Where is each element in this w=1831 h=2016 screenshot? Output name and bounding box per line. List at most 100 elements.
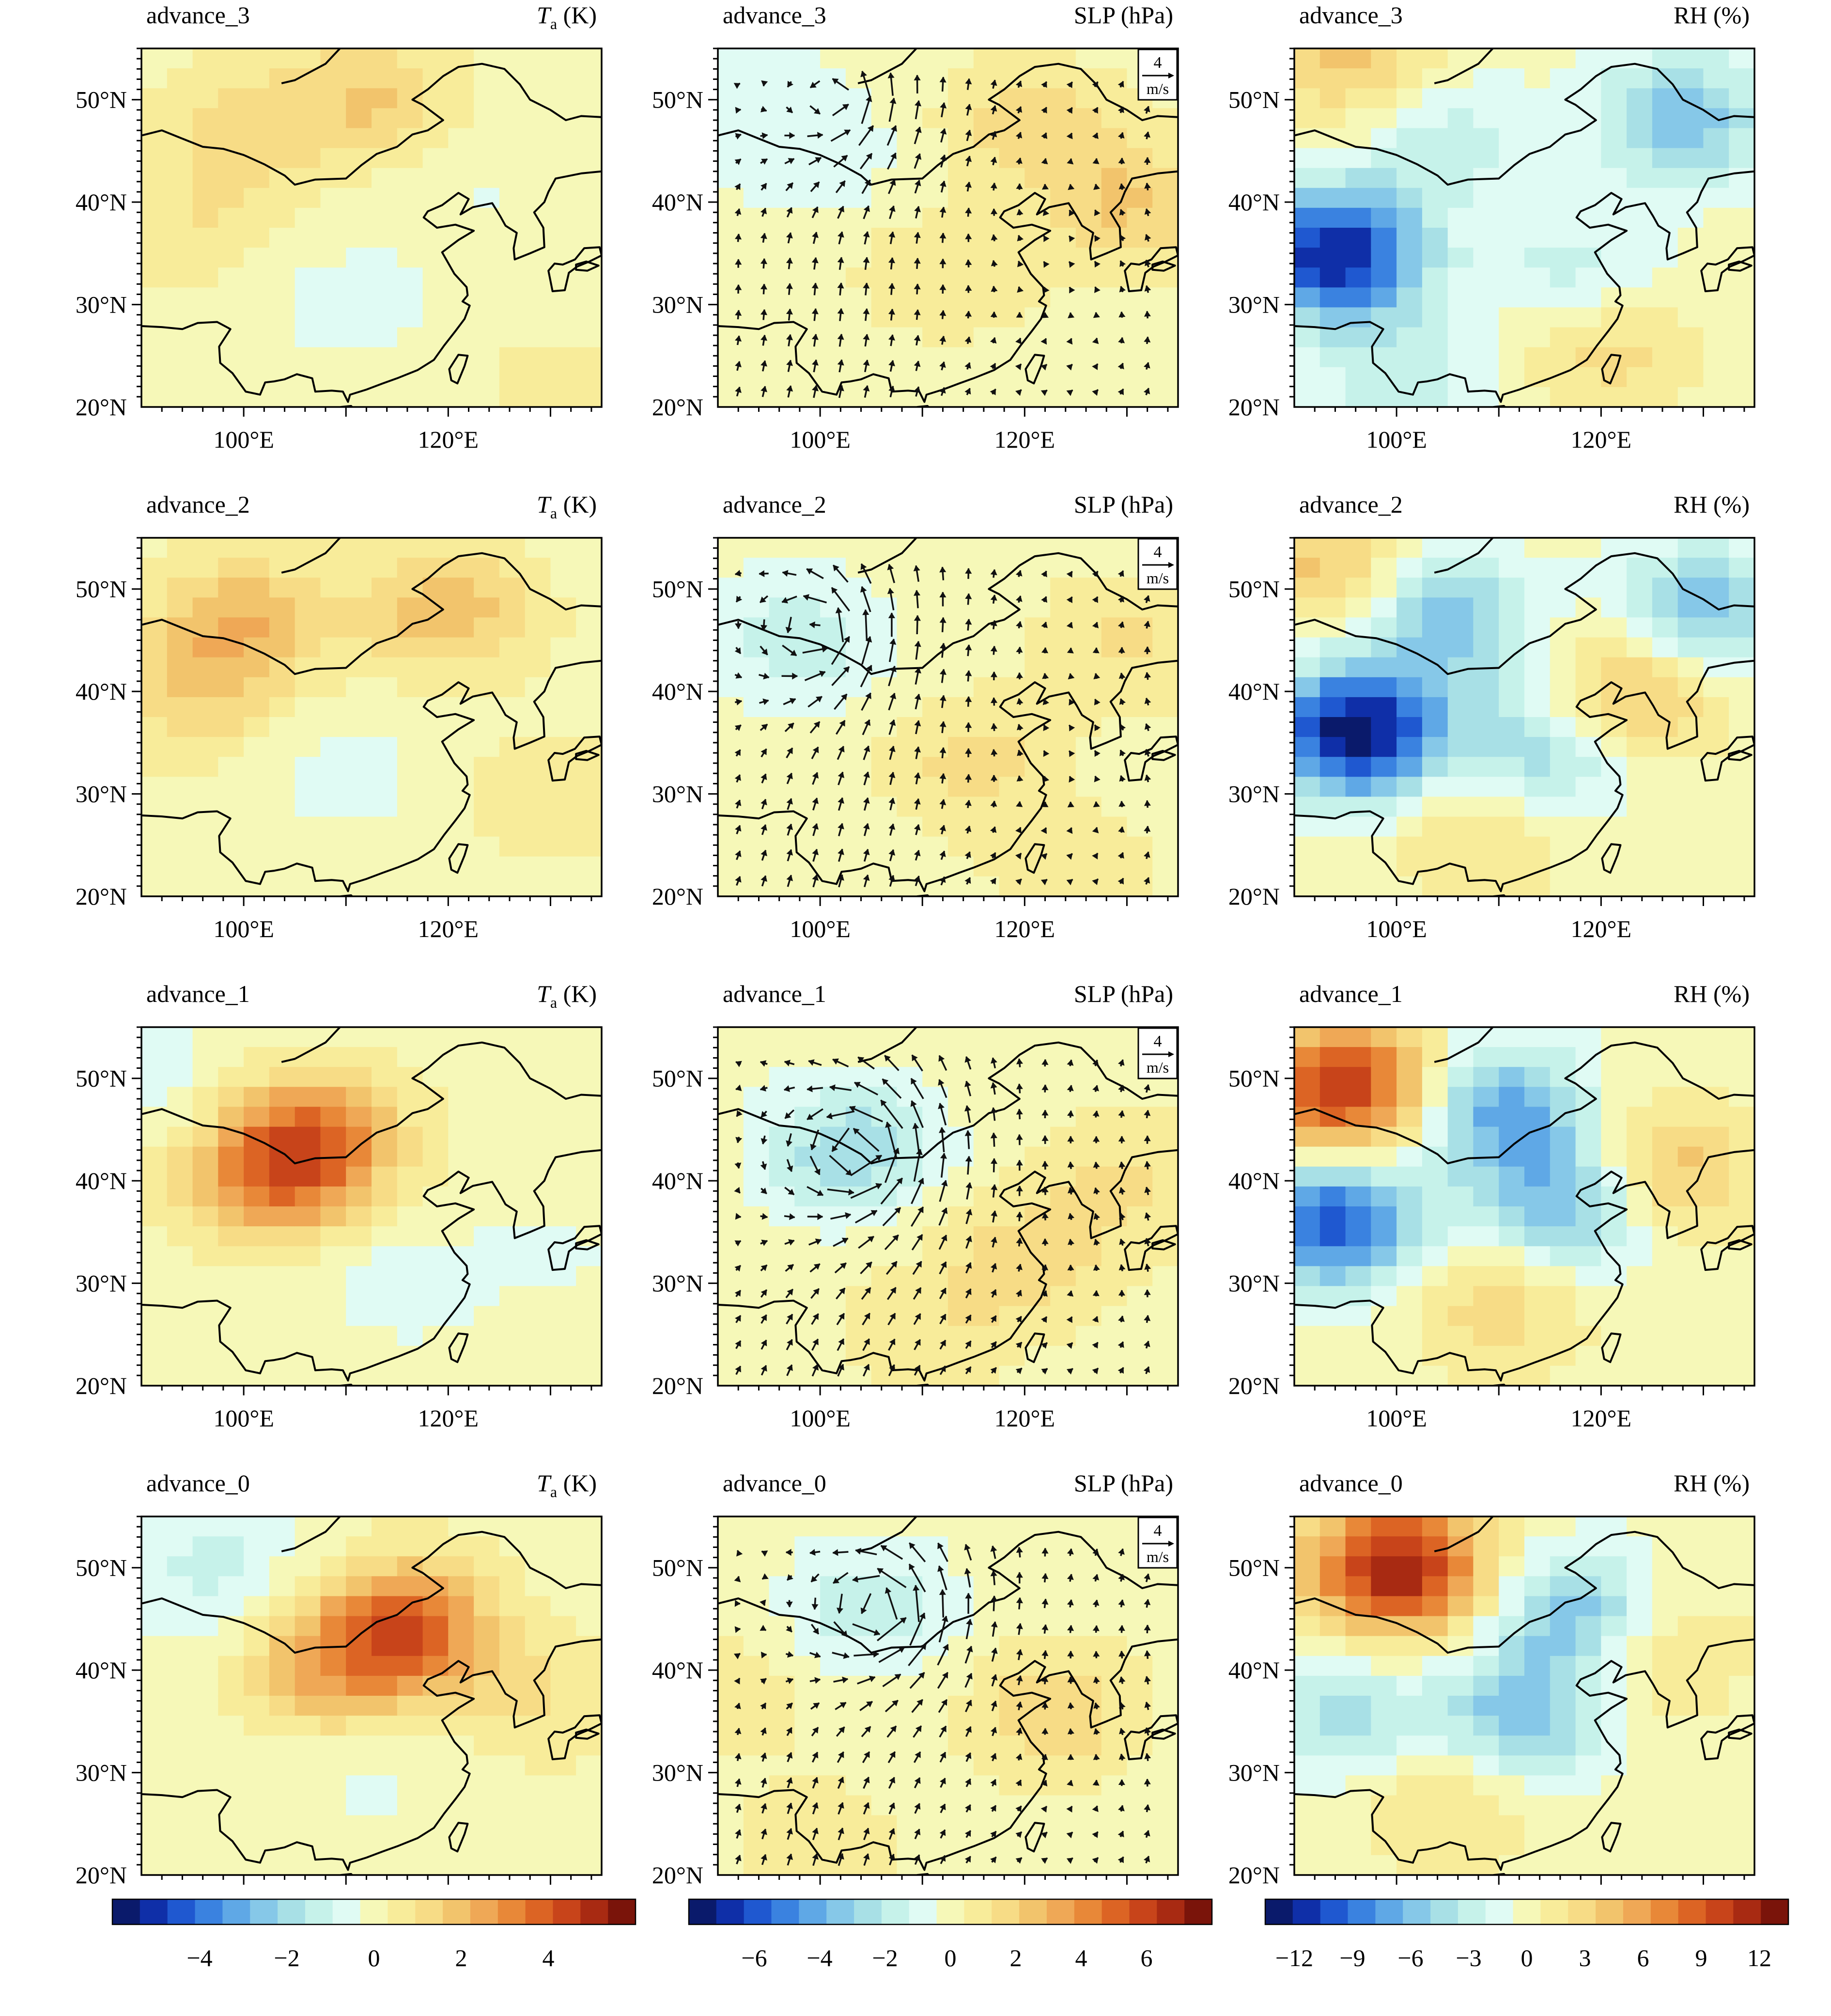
wind-arrowhead bbox=[866, 1262, 872, 1268]
wind-arrow bbox=[837, 608, 844, 642]
wind-arrowhead bbox=[1066, 1368, 1073, 1375]
lake-baikal bbox=[1434, 538, 1494, 574]
colorbar-swatch bbox=[443, 1899, 471, 1924]
wind-arrowhead bbox=[787, 1264, 794, 1271]
wind-arrowhead bbox=[814, 108, 821, 114]
wind-arrowhead bbox=[760, 1803, 767, 1810]
wind-arrowhead bbox=[863, 797, 870, 804]
wind-arrowhead bbox=[838, 874, 844, 881]
wind-arrowhead bbox=[1066, 364, 1073, 371]
wind-arrowhead bbox=[865, 636, 872, 643]
wind-arrowhead bbox=[1094, 699, 1101, 705]
colorbar-slp: −6 −4 −2 0 2 4 6 bbox=[688, 1898, 1213, 1971]
wind-arrowhead bbox=[761, 1239, 768, 1246]
lake-baikal bbox=[281, 48, 341, 84]
wind-arrowhead bbox=[1016, 312, 1023, 318]
wind-arrowhead bbox=[1067, 801, 1074, 808]
wind-arrowhead bbox=[863, 231, 870, 238]
wind-arrowhead bbox=[760, 1085, 766, 1092]
wind-arrowhead bbox=[990, 156, 997, 163]
wind-vectors bbox=[733, 1542, 1151, 1866]
wind-arrowhead bbox=[845, 1212, 852, 1219]
colorbar-swatch bbox=[388, 1899, 416, 1924]
wind-arrowhead bbox=[939, 180, 947, 187]
panel-stage-title: advance_0 bbox=[146, 1469, 250, 1497]
wind-arrowhead bbox=[864, 179, 871, 187]
wind-arrowhead bbox=[990, 363, 996, 370]
wind-arrowhead bbox=[1015, 1857, 1023, 1864]
lat-tick-label: 40°N bbox=[652, 1657, 703, 1684]
wind-arrowhead bbox=[941, 1180, 948, 1187]
wind-arrowhead bbox=[990, 1779, 996, 1786]
lat-tick-label: 30°N bbox=[652, 781, 703, 808]
colorbar-swatch bbox=[964, 1899, 992, 1924]
wind-arrowhead bbox=[852, 1576, 858, 1583]
wind-arrowhead bbox=[1092, 1548, 1100, 1555]
wind-arrowhead bbox=[1042, 209, 1050, 216]
wind-arrowhead bbox=[809, 621, 815, 628]
wind-arrowhead bbox=[1042, 699, 1049, 705]
wind-arrowhead bbox=[990, 1753, 997, 1760]
wind-arrowhead bbox=[1016, 801, 1023, 807]
wind-arrowhead bbox=[760, 1778, 767, 1784]
wind-arrowhead bbox=[914, 283, 921, 290]
wind-arrowhead bbox=[965, 181, 972, 188]
wind-arrowhead bbox=[811, 257, 819, 264]
wind-arrowhead bbox=[1092, 1831, 1098, 1838]
wind-arrowhead bbox=[965, 619, 972, 625]
wind-arrowhead bbox=[1093, 184, 1101, 190]
wind-arrowhead bbox=[937, 1542, 944, 1549]
colorbar-swatch bbox=[415, 1899, 443, 1924]
wind-arrowhead bbox=[1015, 853, 1022, 860]
panel-frame bbox=[140, 537, 603, 897]
wind-arrowhead bbox=[965, 1752, 972, 1759]
wind-arrowhead bbox=[1144, 697, 1151, 704]
wind-arrowhead bbox=[889, 639, 897, 645]
wind-arrowhead bbox=[857, 1057, 865, 1063]
wind-arrowhead bbox=[1144, 259, 1151, 266]
wind-arrowhead bbox=[1143, 877, 1150, 884]
wind-arrowhead bbox=[1144, 1264, 1151, 1270]
wind-arrowhead bbox=[939, 876, 946, 883]
lat-tick-label: 40°N bbox=[1228, 1657, 1280, 1684]
lat-tick-label: 50°N bbox=[1228, 86, 1280, 113]
wind-arrowhead bbox=[1118, 337, 1125, 344]
colorbar-swatch bbox=[1733, 1899, 1761, 1924]
china-coastline bbox=[141, 170, 602, 403]
wind-arrow bbox=[880, 1099, 903, 1129]
wind-arrowhead bbox=[735, 1340, 741, 1347]
wind-arrowhead bbox=[1067, 1702, 1074, 1709]
wind-arrowhead bbox=[966, 1645, 973, 1653]
panel-stage-title: advance_1 bbox=[1299, 980, 1403, 1007]
panel-variable-title: RH (%) bbox=[1674, 1469, 1750, 1497]
wind-arrowhead bbox=[1092, 827, 1099, 834]
lat-tick-label: 20°N bbox=[652, 1372, 703, 1399]
lake-baikal bbox=[857, 1516, 918, 1552]
wind-arrowhead bbox=[964, 1544, 971, 1551]
shikoku-outline bbox=[1728, 750, 1753, 761]
wind-arrowhead bbox=[760, 1727, 767, 1734]
wind-arrowhead bbox=[890, 1725, 897, 1733]
wind-arrowhead bbox=[1117, 106, 1124, 113]
wind-arrowhead bbox=[990, 1857, 997, 1863]
wind-arrowhead bbox=[1015, 157, 1023, 164]
wind-arrowhead bbox=[813, 1263, 821, 1270]
wind-arrowhead bbox=[789, 1213, 795, 1220]
wind-arrowhead bbox=[760, 1163, 767, 1170]
lon-tick-label: 100°E bbox=[213, 915, 274, 942]
wind-arrowhead bbox=[760, 1703, 766, 1709]
wind-arrowhead bbox=[888, 1854, 895, 1860]
wind-arrowhead bbox=[1015, 878, 1022, 885]
wind-arrowhead bbox=[1016, 1597, 1023, 1604]
wind-arrowhead bbox=[1118, 1650, 1126, 1657]
wind-arrowhead bbox=[919, 1612, 926, 1619]
colorbar-rh: −12 −9 −6 −3 0 3 6 9 12 bbox=[1264, 1898, 1789, 1971]
panel-stage-title: advance_3 bbox=[1299, 1, 1403, 29]
wind-arrowhead bbox=[866, 95, 872, 102]
panel-stage-title: advance_2 bbox=[146, 491, 250, 518]
wind-arrowhead bbox=[734, 1265, 741, 1272]
wind-arrowhead bbox=[1040, 1806, 1047, 1813]
colorbar-swatch bbox=[1678, 1899, 1706, 1924]
wind-arrowhead bbox=[863, 1802, 870, 1809]
wind-arrowhead bbox=[964, 1130, 972, 1136]
